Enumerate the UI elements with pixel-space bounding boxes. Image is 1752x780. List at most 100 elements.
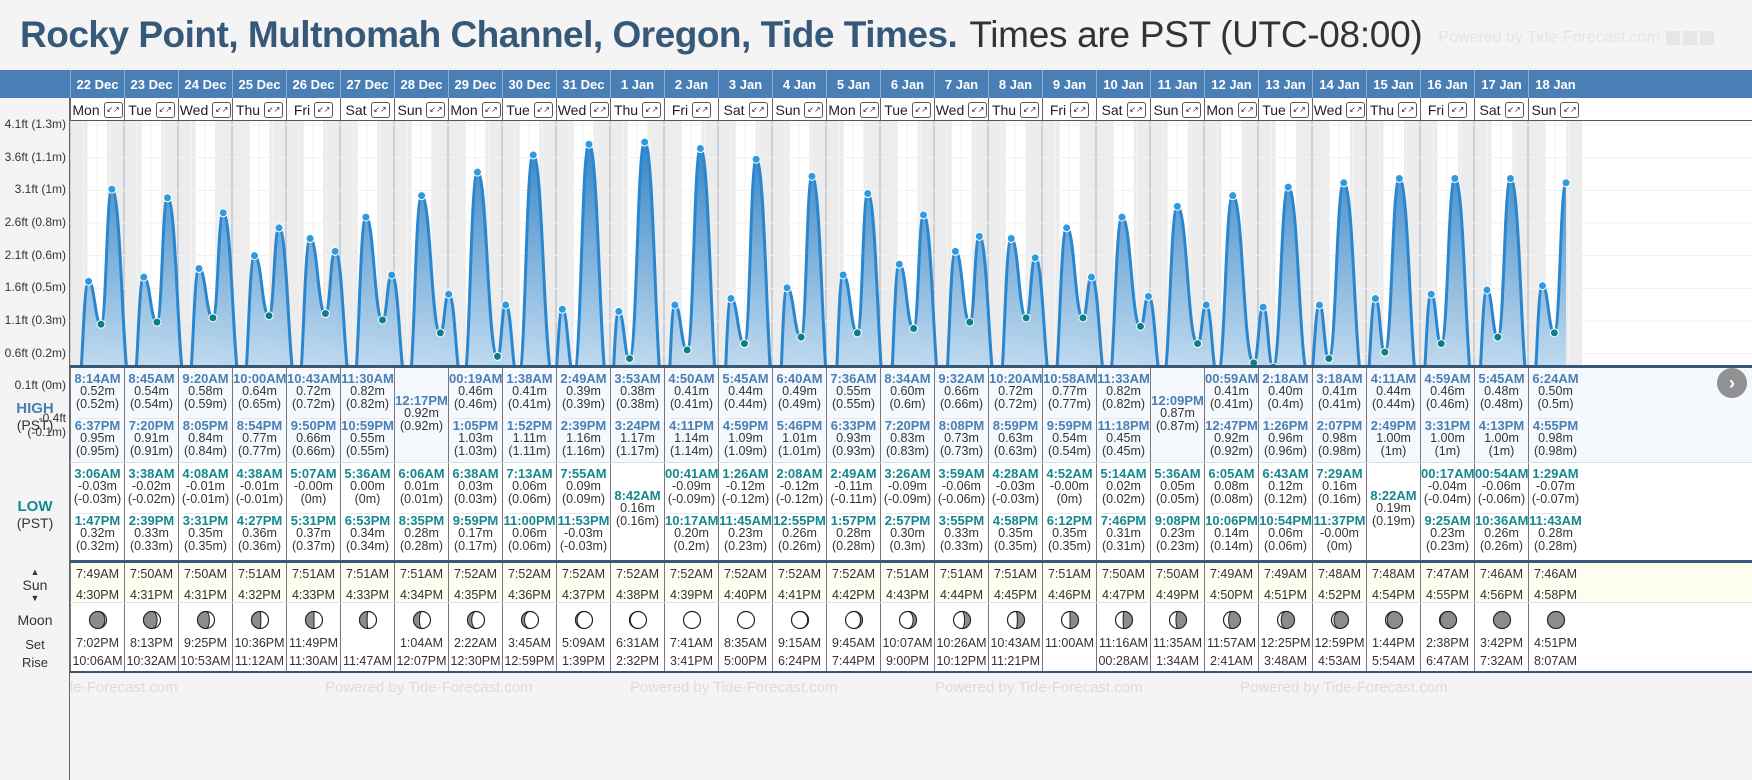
high-tide-point[interactable]: [1505, 174, 1515, 184]
high-tide-point[interactable]: [1450, 174, 1460, 184]
expand-day-icon[interactable]: ↙↗: [426, 101, 446, 118]
expand-day-icon[interactable]: ↙↗: [692, 101, 712, 118]
expand-day-icon[interactable]: ↙↗: [1448, 101, 1468, 118]
high-tide-point[interactable]: [1339, 178, 1349, 188]
high-tide-point[interactable]: [1426, 289, 1436, 299]
high-tide-point[interactable]: [863, 189, 873, 199]
high-tide-point[interactable]: [361, 212, 371, 222]
high-tide-point[interactable]: [1394, 174, 1404, 184]
low-tide-point[interactable]: [625, 354, 635, 364]
high-tide-point[interactable]: [472, 167, 482, 177]
expand-day-icon[interactable]: ↙↗: [748, 101, 768, 118]
low-tide-point[interactable]: [682, 345, 692, 355]
low-tide-point[interactable]: [1135, 321, 1145, 331]
expand-day-icon[interactable]: ↙↗: [1346, 101, 1366, 118]
high-tide-point[interactable]: [640, 137, 650, 147]
low-tide-point[interactable]: [965, 317, 975, 327]
expand-day-icon[interactable]: ↙↗: [1126, 101, 1146, 118]
high-tide-point[interactable]: [1482, 285, 1492, 295]
high-tide-point[interactable]: [807, 171, 817, 181]
high-tide-point[interactable]: [695, 144, 705, 154]
high-tide-point[interactable]: [1561, 178, 1571, 188]
low-tide-point[interactable]: [96, 319, 106, 329]
low-tide-point[interactable]: [909, 324, 919, 334]
expand-day-icon[interactable]: ↙↗: [1237, 101, 1257, 118]
high-tide-point[interactable]: [1314, 300, 1324, 310]
expand-day-icon[interactable]: ↙↗: [804, 101, 824, 118]
expand-day-icon[interactable]: ↙↗: [590, 101, 610, 118]
expand-day-icon[interactable]: ↙↗: [264, 101, 284, 118]
high-tide-point[interactable]: [84, 276, 94, 286]
low-tide-point[interactable]: [492, 351, 502, 361]
powered-by-link[interactable]: Powered by Tide-Forecast.com: [1438, 29, 1714, 47]
high-tide-point[interactable]: [557, 304, 567, 314]
high-tide-point[interactable]: [726, 294, 736, 304]
low-tide-point[interactable]: [739, 339, 749, 349]
high-tide-point[interactable]: [1258, 302, 1268, 312]
low-tide-point[interactable]: [1549, 328, 1559, 338]
high-tide-point[interactable]: [1086, 272, 1096, 282]
low-tide-point[interactable]: [1380, 347, 1390, 357]
high-tide-point[interactable]: [950, 246, 960, 256]
high-tide-point[interactable]: [1006, 234, 1016, 244]
high-tide-point[interactable]: [444, 289, 454, 299]
high-tide-point[interactable]: [1370, 294, 1380, 304]
high-tide-point[interactable]: [1117, 212, 1127, 222]
low-tide-point[interactable]: [152, 317, 162, 327]
next-days-button[interactable]: ›: [1717, 368, 1747, 398]
expand-day-icon[interactable]: ↙↗: [1398, 101, 1418, 118]
expand-day-icon[interactable]: ↙↗: [1070, 101, 1090, 118]
high-tide-point[interactable]: [1228, 191, 1238, 201]
high-tide-point[interactable]: [751, 154, 761, 164]
high-tide-point[interactable]: [1201, 300, 1211, 310]
high-tide-point[interactable]: [838, 270, 848, 280]
low-tide-point[interactable]: [1193, 339, 1203, 349]
high-tide-point[interactable]: [528, 150, 538, 160]
low-tide-point[interactable]: [320, 309, 330, 319]
expand-day-icon[interactable]: ↙↗: [533, 101, 553, 118]
high-tide-point[interactable]: [1537, 281, 1547, 291]
expand-day-icon[interactable]: ↙↗: [642, 101, 662, 118]
low-tide-point[interactable]: [796, 332, 806, 342]
expand-day-icon[interactable]: ↙↗: [1020, 101, 1040, 118]
high-tide-point[interactable]: [107, 184, 117, 194]
low-tide-point[interactable]: [852, 328, 862, 338]
high-tide-point[interactable]: [670, 300, 680, 310]
high-tide-point[interactable]: [274, 223, 284, 233]
expand-day-icon[interactable]: ↙↗: [155, 101, 175, 118]
high-tide-point[interactable]: [974, 231, 984, 241]
high-tide-point[interactable]: [614, 306, 624, 316]
expand-day-icon[interactable]: ↙↗: [481, 101, 501, 118]
expand-day-icon[interactable]: ↙↗: [103, 101, 123, 118]
high-tide-point[interactable]: [1030, 253, 1040, 263]
expand-day-icon[interactable]: ↙↗: [968, 101, 988, 118]
expand-day-icon[interactable]: ↙↗: [370, 101, 390, 118]
high-tide-point[interactable]: [417, 191, 427, 201]
high-tide-point[interactable]: [250, 251, 259, 261]
high-tide-point[interactable]: [894, 259, 904, 269]
high-tide-point[interactable]: [1283, 182, 1293, 192]
expand-day-icon[interactable]: ↙↗: [1289, 101, 1309, 118]
low-tide-point[interactable]: [264, 311, 274, 321]
high-tide-point[interactable]: [330, 246, 340, 256]
expand-day-icon[interactable]: ↙↗: [1560, 101, 1580, 118]
high-tide-point[interactable]: [1143, 291, 1153, 301]
expand-day-icon[interactable]: ↙↗: [1182, 101, 1202, 118]
high-tide-point[interactable]: [919, 210, 928, 220]
expand-day-icon[interactable]: ↙↗: [1504, 101, 1524, 118]
low-tide-point[interactable]: [1324, 354, 1334, 364]
high-tide-point[interactable]: [1062, 223, 1072, 233]
high-tide-point[interactable]: [387, 270, 397, 280]
expand-day-icon[interactable]: ↙↗: [314, 101, 334, 118]
high-tide-point[interactable]: [218, 208, 228, 218]
low-tide-point[interactable]: [1078, 313, 1088, 323]
high-tide-point[interactable]: [163, 193, 172, 203]
low-tide-point[interactable]: [1436, 339, 1446, 349]
low-tide-point[interactable]: [208, 313, 218, 323]
high-tide-point[interactable]: [584, 139, 594, 149]
high-tide-point[interactable]: [1172, 201, 1182, 211]
high-tide-point[interactable]: [305, 234, 315, 244]
low-tide-point[interactable]: [435, 328, 445, 338]
high-tide-point[interactable]: [194, 264, 204, 274]
low-tide-point[interactable]: [377, 315, 387, 325]
